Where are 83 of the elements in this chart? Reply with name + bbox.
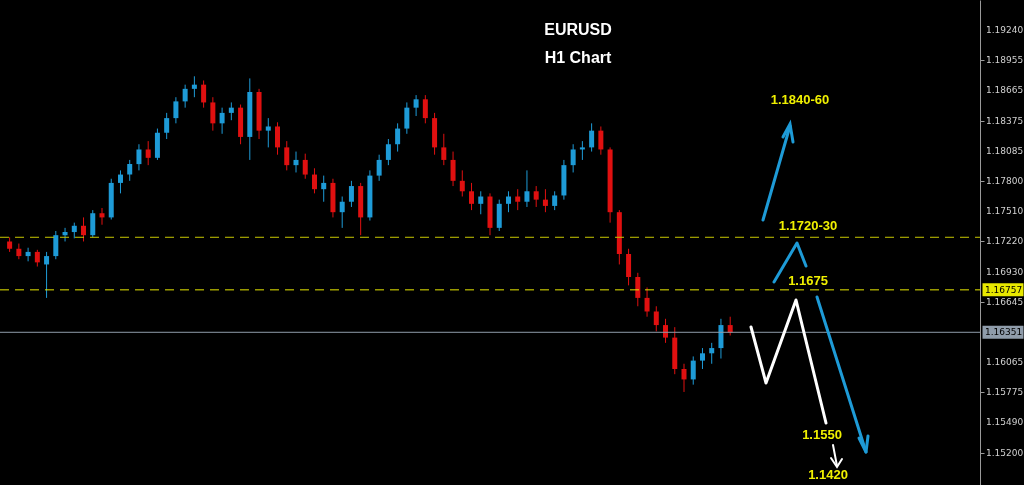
y-tick-label: 1.17510 xyxy=(986,206,1024,217)
candlestick xyxy=(210,96,216,132)
candlestick xyxy=(413,94,419,117)
annotation: 1.1840-60 xyxy=(770,92,830,107)
candlestick xyxy=(515,188,521,211)
candlestick xyxy=(182,84,188,109)
candlestick xyxy=(404,101,410,135)
annotation: 1.1675 xyxy=(788,273,828,288)
candlestick xyxy=(681,363,687,393)
y-tick-label: 1.18375 xyxy=(986,115,1024,126)
candlestick xyxy=(275,121,281,156)
candlestick xyxy=(302,153,308,180)
candlestick xyxy=(727,316,733,337)
candlestick xyxy=(62,227,68,242)
candlestick xyxy=(478,190,484,215)
y-tick-label: 1.15200 xyxy=(986,447,1024,458)
candlestick xyxy=(699,347,705,370)
y-tick-label: 1.15775 xyxy=(986,387,1024,398)
candlestick xyxy=(385,138,391,166)
candlestick xyxy=(663,318,669,344)
candlestick xyxy=(690,355,696,386)
y-tick-label: 1.17220 xyxy=(986,236,1024,247)
ref-line-label: 1.16757 xyxy=(985,284,1023,295)
candlestick xyxy=(589,122,595,153)
candlestick xyxy=(44,251,50,299)
candlestick xyxy=(635,272,641,307)
candlestick xyxy=(570,143,576,173)
candlestick xyxy=(376,154,382,182)
candlestick xyxy=(505,190,511,213)
annotation: 1.1720-30 xyxy=(778,218,838,233)
candlestick xyxy=(339,196,345,229)
candlestick xyxy=(99,207,105,226)
candlestick xyxy=(533,185,539,208)
candlestick xyxy=(542,188,548,213)
y-tick-label: 1.16065 xyxy=(986,357,1024,368)
candlestick xyxy=(173,96,179,124)
candlestick xyxy=(164,112,170,140)
candlestick xyxy=(450,151,456,187)
candlestick xyxy=(219,107,225,135)
candlestick xyxy=(718,318,724,360)
candlestick xyxy=(598,125,604,156)
y-tick-label: 1.15490 xyxy=(986,417,1024,428)
candlestick xyxy=(81,216,87,242)
y-tick-label: 1.18955 xyxy=(986,55,1024,66)
ref-line-label: 1.16351 xyxy=(985,327,1023,338)
y-tick-label: 1.16645 xyxy=(986,296,1024,307)
candlestick xyxy=(311,167,317,194)
annotation: 1.1420 xyxy=(808,467,848,482)
candlestick xyxy=(16,243,22,260)
y-tick-label: 1.16930 xyxy=(986,266,1024,277)
candlestick xyxy=(136,143,142,171)
text: H1 Chart xyxy=(544,49,613,66)
y-tick-label: 1.18665 xyxy=(986,85,1024,96)
candlestick xyxy=(191,75,197,98)
candlestick xyxy=(552,190,558,211)
candlestick xyxy=(395,122,401,153)
candlestick xyxy=(284,140,290,171)
candlestick xyxy=(53,230,59,260)
candlestick xyxy=(25,247,31,262)
candlestick xyxy=(441,133,447,166)
candlestick xyxy=(422,94,428,124)
candlestick xyxy=(265,117,271,148)
candlestick xyxy=(145,140,151,166)
candlestick xyxy=(709,342,715,365)
candlestick xyxy=(579,140,585,161)
y-tick-label: 1.17800 xyxy=(986,175,1024,186)
candlestick xyxy=(90,209,96,238)
candlestick xyxy=(348,180,354,208)
candlestick xyxy=(469,182,475,211)
candlestick xyxy=(321,175,327,203)
candlestick xyxy=(201,79,207,109)
candlestick xyxy=(653,305,659,332)
y-tick-label: 1.19240 xyxy=(986,25,1024,36)
candlestick xyxy=(117,169,123,194)
candlestick xyxy=(293,151,299,173)
candlestick xyxy=(459,169,465,198)
y-tick-label: 1.18085 xyxy=(986,146,1024,157)
candlestick xyxy=(127,159,133,182)
candlestick xyxy=(626,248,632,286)
text: EURUSD xyxy=(544,21,612,38)
candlestick xyxy=(524,169,530,208)
candlestick xyxy=(644,286,650,318)
annotation: 1.1550 xyxy=(802,427,842,442)
